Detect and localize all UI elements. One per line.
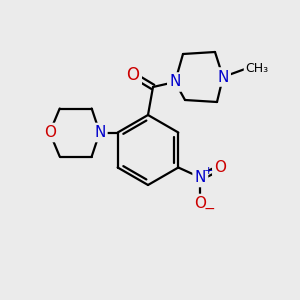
Text: O: O [127,66,140,84]
Text: N: N [195,170,206,185]
Text: CH₃: CH₃ [245,62,268,76]
Text: −: − [203,202,215,215]
Text: N: N [169,74,181,89]
Text: +: + [204,166,213,176]
Text: O: O [44,125,56,140]
Text: O: O [194,196,206,211]
Text: N: N [94,125,105,140]
Text: O: O [214,160,226,175]
Text: N: N [217,70,229,85]
